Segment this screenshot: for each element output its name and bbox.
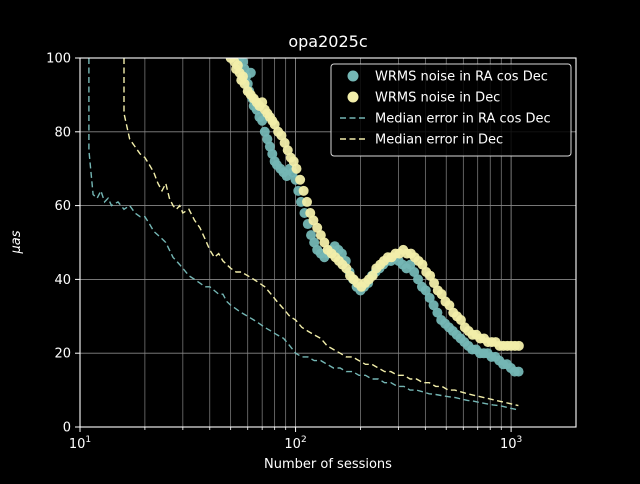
scatter-point [367,270,378,281]
legend-item: Median error in Dec [340,133,503,148]
legend-marker [347,70,359,82]
scatter-point [413,274,424,285]
legend-item-label: WRMS noise in Dec [375,91,500,106]
median-line [88,58,519,411]
series-scatter [225,58,524,351]
legend-item-label: Median error in RA cos Dec [375,112,551,127]
scatter-point [429,278,440,289]
scatter-point [420,285,431,296]
scatter-point [417,259,428,270]
y-axis-label: μas [9,230,24,254]
scatter-point [436,289,447,300]
scatter-point [432,307,443,318]
legend: WRMS noise in RA cos Dec WRMS noise in De… [330,63,572,157]
scatter-point [301,196,312,207]
scatter-point [291,163,302,174]
scatter-point [455,314,466,325]
scatter-point [295,174,306,185]
legend-item: WRMS noise in Dec [347,91,500,106]
y-tick-label: 80 [54,125,71,140]
scatter-point [257,115,268,126]
series-line [88,58,519,411]
scatter-point [312,222,323,233]
scatter-point [424,292,435,303]
y-tick-label: 0 [63,421,71,436]
x-tick-label: 102 [284,435,306,452]
median-line [123,58,519,407]
y-tick-label: 40 [54,273,71,288]
plot-frame [79,57,577,428]
scatter-point [298,185,309,196]
x-axis-label: Number of sessions [264,457,392,472]
x-tick-label: 103 [500,435,522,452]
legend-item-label: WRMS noise in RA cos Dec [375,70,548,85]
legend-item: Median error in RA cos Dec [340,112,551,127]
legend-marker [347,91,359,103]
scatter-point [428,300,439,311]
scatter-point [245,67,256,78]
y-tick-label: 60 [54,199,71,214]
x-tick-label: 101 [69,435,91,452]
scatter-point [444,300,455,311]
scatter-point [409,267,420,278]
scatter-point [513,366,524,377]
scatter-point [513,340,524,351]
chart-title: opa2025c [288,32,367,51]
legend-item-label: Median error in Dec [375,133,503,148]
scatter-point [405,259,416,270]
scatter-point [308,215,319,226]
legend-item: WRMS noise in RA cos Dec [347,70,548,85]
legend-frame [330,63,572,157]
scatter-point [341,263,352,274]
y-tick-label: 20 [54,347,71,362]
series-line [123,58,519,407]
series-layer [88,58,524,411]
scatter-point [425,270,436,281]
y-tick-label: 100 [46,52,71,67]
